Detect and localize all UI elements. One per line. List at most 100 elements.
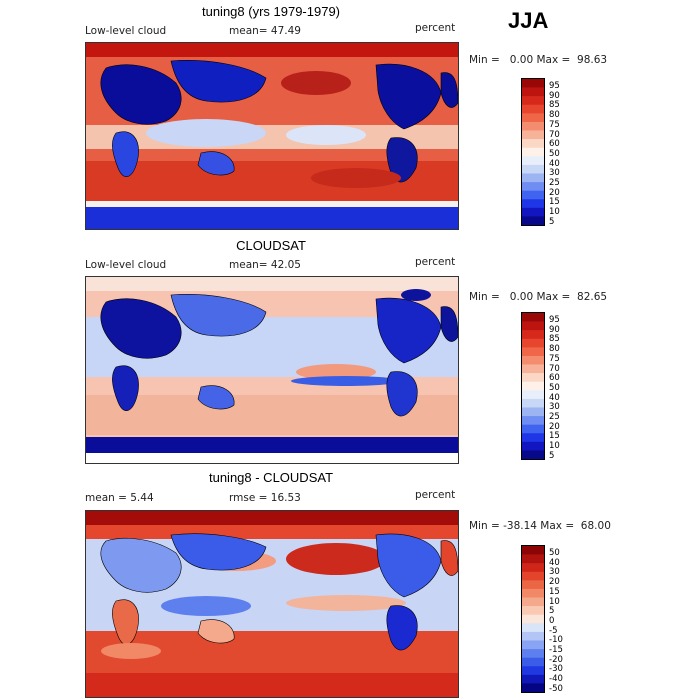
panel-2-tick: 95 xyxy=(549,315,560,325)
panel-2-tick: 20 xyxy=(549,421,560,432)
colorbar-swatch xyxy=(522,139,544,149)
panel-1-tick: 10 xyxy=(549,207,560,218)
panel-3-tick: -15 xyxy=(549,645,563,655)
panel-1-tick: 95 xyxy=(549,81,560,91)
south-america-land xyxy=(386,371,418,417)
panel-3-colorbar-labels: 50 40 30 20 15 10 5 0 -5 -10 -15 -20 -30… xyxy=(549,545,589,694)
colorbar-swatch xyxy=(522,580,544,590)
north-pacific-high xyxy=(281,71,351,95)
colorbar-swatch xyxy=(522,441,544,451)
panel-2-title: CLOUDSAT xyxy=(236,238,306,253)
australia-land xyxy=(197,151,235,176)
panel-2-mean: mean= 42.05 xyxy=(229,259,301,271)
colorbar-swatch xyxy=(522,649,544,658)
panel-3-rmse: rmse = 16.53 xyxy=(229,492,301,504)
panel-1-colorbar-swatches xyxy=(522,79,544,225)
panel-2-tick: 70 xyxy=(549,363,560,374)
colorbar-swatch xyxy=(522,416,544,425)
europe-asia-land xyxy=(100,538,182,593)
colorbar-swatch xyxy=(522,666,544,676)
colorbar-swatch xyxy=(522,113,544,123)
europe-asia-land xyxy=(100,298,182,359)
panel-1-tick: 5 xyxy=(549,216,555,227)
colorbar-swatch xyxy=(522,614,544,624)
panel-2-colorbar-swatches xyxy=(522,313,544,459)
panel-2-units: percent xyxy=(415,256,456,268)
siberia-land xyxy=(170,294,267,337)
colorbar-swatch xyxy=(522,674,544,684)
panel-2-map-plot xyxy=(86,277,458,463)
panel-1-tick: 75 xyxy=(549,119,560,130)
indian-ocean-negative xyxy=(161,596,251,616)
colorbar-swatch xyxy=(522,390,544,400)
panel-2-tick: 30 xyxy=(549,402,560,413)
panel-2-tick: 50 xyxy=(549,382,560,393)
panel-2-tick: 10 xyxy=(549,441,560,452)
colorbar-swatch xyxy=(522,156,544,166)
colorbar-swatch xyxy=(522,199,544,209)
north-america-land xyxy=(375,297,442,364)
panel-3-units: percent xyxy=(415,489,456,501)
colorbar-swatch xyxy=(522,407,544,417)
panel-1-colorbar xyxy=(521,78,545,226)
panel-3-mean: mean = 5.44 xyxy=(85,492,154,504)
antarctic-blank xyxy=(86,453,458,463)
panel-1-tick: 40 xyxy=(549,158,560,169)
colorbar-swatch xyxy=(522,424,544,434)
panel-3-tick: -40 xyxy=(549,674,563,685)
panel-3-tick: -30 xyxy=(549,664,563,675)
colorbar-swatch xyxy=(522,164,544,174)
arctic-band xyxy=(86,277,458,291)
africa-land xyxy=(112,365,139,411)
europe-east-land xyxy=(440,72,458,108)
panel-1-tick: 85 xyxy=(549,100,560,111)
panel-2-colorbar-labels: 95 90 85 80 75 70 60 50 40 30 25 20 15 1… xyxy=(549,312,589,461)
panel-3-tick: -5 xyxy=(549,625,558,636)
panel-1-title: tuning8 (yrs 1979-1979) xyxy=(201,4,341,19)
australia-land xyxy=(197,385,235,410)
panel-2-colorbar xyxy=(521,312,545,460)
colorbar-swatch xyxy=(522,182,544,191)
colorbar-swatch xyxy=(522,364,544,374)
indo-pacific-low xyxy=(146,119,266,147)
colorbar-swatch xyxy=(522,606,544,616)
colorbar-swatch xyxy=(522,631,544,641)
arctic-band xyxy=(86,511,458,525)
colorbar-swatch xyxy=(522,381,544,391)
colorbar-swatch xyxy=(522,79,544,88)
tropical-positive xyxy=(286,595,406,611)
colorbar-swatch xyxy=(522,104,544,114)
colorbar-swatch xyxy=(522,347,544,357)
panel-3-title: tuning8 - CLOUDSAT xyxy=(208,470,334,485)
central-pacific-low xyxy=(286,125,366,145)
colorbar-swatch xyxy=(522,640,544,650)
panel-2-tick: 75 xyxy=(549,353,560,364)
panel-1-map-plot xyxy=(86,43,458,229)
europe-east-land xyxy=(440,540,458,576)
panel-3-tick: 10 xyxy=(549,596,560,607)
panel-2-tick: 5 xyxy=(549,450,555,461)
north-pacific-positive xyxy=(286,543,386,575)
europe-asia-land xyxy=(100,64,182,125)
panel-3-tick: 50 xyxy=(549,548,560,558)
colorbar-swatch xyxy=(522,571,544,581)
siberia-land xyxy=(170,533,267,571)
panel-3-tick: -50 xyxy=(549,683,563,694)
panel-3-min-max: Min = -38.14 Max = 68.00 xyxy=(469,520,611,532)
colorbar-swatch xyxy=(522,373,544,383)
tropical-pacific-red xyxy=(296,364,376,380)
panel-1-tick: 25 xyxy=(549,178,560,188)
panel-1-tick: 15 xyxy=(549,197,560,208)
panel-1-tick: 20 xyxy=(549,187,560,198)
colorbar-swatch xyxy=(522,563,544,573)
panel-1-units: percent xyxy=(415,22,456,34)
panel-1-field-label: Low-level cloud xyxy=(85,25,167,37)
panel-1-map xyxy=(85,42,459,230)
panel-3-tick: 0 xyxy=(549,615,555,626)
panel-3-tick: 20 xyxy=(549,577,560,588)
colorbar-swatch xyxy=(522,554,544,564)
panel-2-tick: 60 xyxy=(549,373,560,384)
panel-1-min-max: Min = 0.00 Max = 98.63 xyxy=(469,54,608,66)
panel-2-tick: 90 xyxy=(549,324,560,335)
panel-1-colorbar-labels: 95 90 85 80 75 70 60 50 40 30 25 20 15 1… xyxy=(549,78,589,227)
